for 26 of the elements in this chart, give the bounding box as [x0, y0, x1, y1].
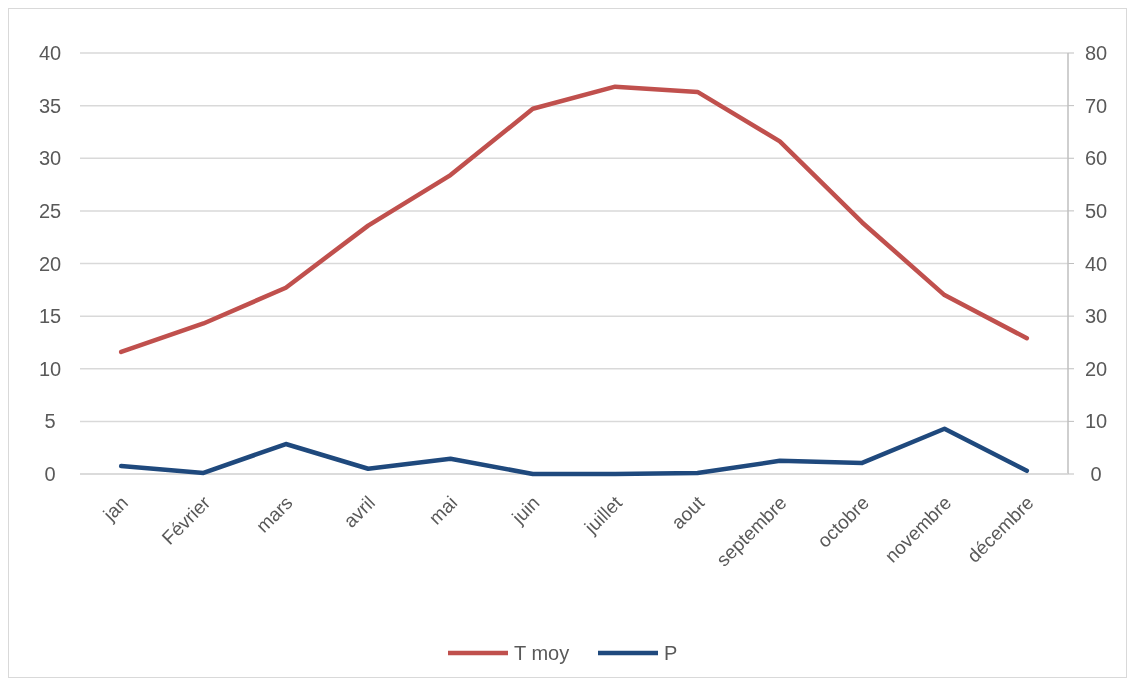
legend-label: T moy: [514, 642, 570, 664]
line-series: [118, 426, 1030, 477]
x-tick-label: jan: [98, 491, 132, 526]
y2-tick-label: 60: [1084, 147, 1108, 170]
y2-tick-label: 80: [1084, 42, 1108, 64]
y-tick-label: 20: [38, 252, 62, 275]
y2-tick-label: 20: [1084, 357, 1108, 380]
y2-tick-label: 40: [1084, 252, 1108, 275]
y2-tick-label: 0: [1090, 463, 1102, 485]
y2-tick-label: 10: [1084, 410, 1108, 433]
y2-tick-label: 70: [1084, 94, 1108, 117]
x-tick-label: juin: [507, 491, 544, 529]
y-tick-label: 10: [38, 357, 62, 380]
legend-label: P: [664, 642, 678, 664]
y-tick-label: 5: [44, 410, 56, 433]
y-tick-label: 0: [44, 463, 56, 485]
line-series: [118, 84, 1030, 355]
y2-tick-label: 30: [1084, 305, 1108, 328]
y-tick-label: 35: [38, 94, 62, 117]
x-tick-label: mai: [424, 491, 462, 529]
y-tick-label: 40: [38, 42, 62, 64]
y-tick-label: 30: [38, 147, 62, 170]
y-tick-label: 15: [38, 305, 62, 328]
y2-tick-label: 50: [1084, 199, 1108, 222]
y-tick-label: 25: [38, 199, 62, 222]
x-tick-label: aout: [667, 491, 709, 533]
